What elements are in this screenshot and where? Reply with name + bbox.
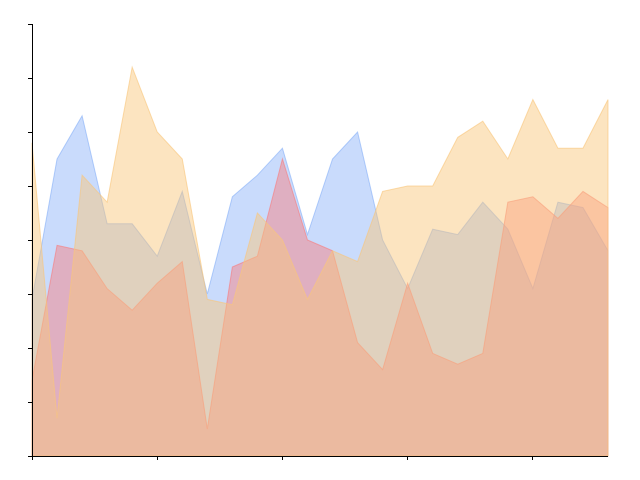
x-axis-ticks: [32, 456, 533, 460]
axes: [28, 24, 608, 460]
area-series-group: [31, 65, 609, 457]
y-axis-ticks: [28, 24, 32, 457]
area-series-3: [31, 65, 609, 457]
area-series-1: [31, 114, 609, 457]
